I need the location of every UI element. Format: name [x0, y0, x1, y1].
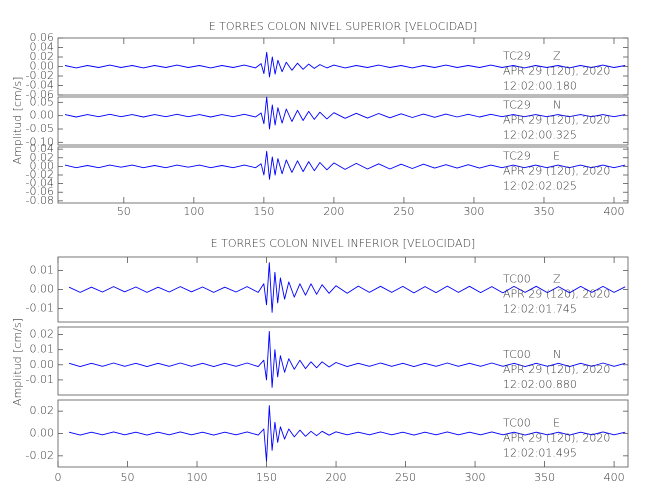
y-tick-label: 0.00: [30, 283, 55, 296]
y-tick-label: 0.04: [30, 142, 55, 155]
x-tick-label: 400: [603, 205, 624, 218]
y-tick-label: -0.06: [26, 185, 54, 198]
y-tick-label: 0.02: [30, 328, 55, 341]
component-label: Z: [553, 273, 561, 286]
panel-frame: [57, 96, 629, 146]
date-label: APR 29 (120), 2020: [503, 65, 610, 78]
time-label: 12:02:01.495: [503, 447, 577, 460]
station-label: TC00: [503, 273, 531, 286]
y-tick-label: -0.04: [26, 177, 54, 190]
y-tick-label: 0.00: [30, 60, 55, 73]
y-tick-label: 0.05: [30, 95, 55, 108]
station-label: TC29: [503, 50, 531, 63]
y-tick-label: -0.04: [26, 79, 54, 92]
x-tick-label: 150: [253, 205, 274, 218]
y-tick-label: 0.00: [30, 358, 55, 371]
trace: [68, 405, 626, 462]
y-tick-label: -0.06: [26, 88, 54, 101]
x-tick-label: 300: [465, 471, 486, 484]
station-label: TC29: [503, 99, 531, 112]
x-tick-label: 300: [463, 205, 484, 218]
time-label: 12:02:00.880: [503, 378, 577, 391]
x-tick-label: 0: [55, 471, 62, 484]
component-label: E: [553, 149, 560, 162]
y-tick-label: -0.02: [26, 449, 54, 462]
x-tick-label: 100: [183, 205, 204, 218]
component-label: Z: [553, 50, 561, 63]
y-tick-label: -0.08: [26, 194, 54, 207]
trace: [68, 331, 626, 388]
chart-title: E TORRES COLON NIVEL SUPERIOR [VELOCIDAD…: [209, 20, 478, 33]
chart-title: E TORRES COLON NIVEL INFERIOR [VELOCIDAD…: [211, 237, 476, 250]
trace: [64, 96, 626, 130]
station-label: TC00: [503, 417, 531, 430]
y-axis-label: Amplitud [cm/s]: [11, 318, 24, 406]
date-label: APR 29 (120), 2020: [503, 288, 610, 301]
date-label: APR 29 (120), 2020: [503, 363, 610, 376]
station-label: TC29: [503, 149, 531, 162]
time-label: 12:02:01.745: [503, 303, 577, 316]
y-tick-label: 0.04: [30, 41, 55, 54]
y-tick-label: 0.02: [30, 50, 55, 63]
component-label: E: [553, 417, 560, 430]
x-tick-label: 400: [604, 471, 625, 484]
y-tick-label: -0.05: [26, 122, 54, 135]
x-tick-label: 350: [533, 205, 554, 218]
x-tick-label: 50: [121, 471, 135, 484]
y-tick-label: 0.00: [30, 159, 55, 172]
panel-frame: [57, 326, 629, 396]
y-tick-label: -0.01: [26, 302, 54, 315]
x-tick-label: 50: [117, 205, 131, 218]
y-tick-label: 0.01: [30, 263, 55, 276]
x-tick-label: 250: [395, 471, 416, 484]
y-tick-label: 0.00: [30, 427, 55, 440]
x-tick-label: 350: [534, 471, 555, 484]
time-label: 12:02:02.025: [503, 179, 577, 192]
x-tick-label: 200: [326, 471, 347, 484]
date-label: APR 29 (120), 2020: [503, 164, 610, 177]
y-tick-label: -0.01: [26, 373, 54, 386]
y-tick-label: -0.02: [26, 69, 54, 82]
y-tick-label: 0.00: [30, 109, 55, 122]
y-tick-label: -0.02: [26, 168, 54, 181]
date-label: APR 29 (120), 2020: [503, 432, 610, 445]
date-label: APR 29 (120), 2020: [503, 114, 610, 127]
y-tick-label: 0.02: [30, 404, 55, 417]
x-tick-label: 200: [323, 205, 344, 218]
station-label: TC00: [503, 348, 531, 361]
trace: [64, 150, 626, 180]
y-tick-label: 0.01: [30, 343, 55, 356]
time-label: 12:02:00.180: [503, 80, 577, 93]
y-tick-label: 0.06: [30, 31, 55, 44]
y-axis-label: Amplitud [cm/s]: [11, 77, 24, 165]
x-tick-label: 150: [256, 471, 277, 484]
y-tick-label: 0.02: [30, 151, 55, 164]
y-tick-label: -0.10: [26, 135, 54, 148]
x-tick-label: 100: [187, 471, 208, 484]
trace: [64, 51, 626, 78]
component-label: N: [553, 348, 561, 361]
time-label: 12:02:00.325: [503, 129, 577, 142]
x-tick-label: 250: [393, 205, 414, 218]
trace: [68, 262, 626, 313]
component-label: N: [553, 99, 561, 112]
